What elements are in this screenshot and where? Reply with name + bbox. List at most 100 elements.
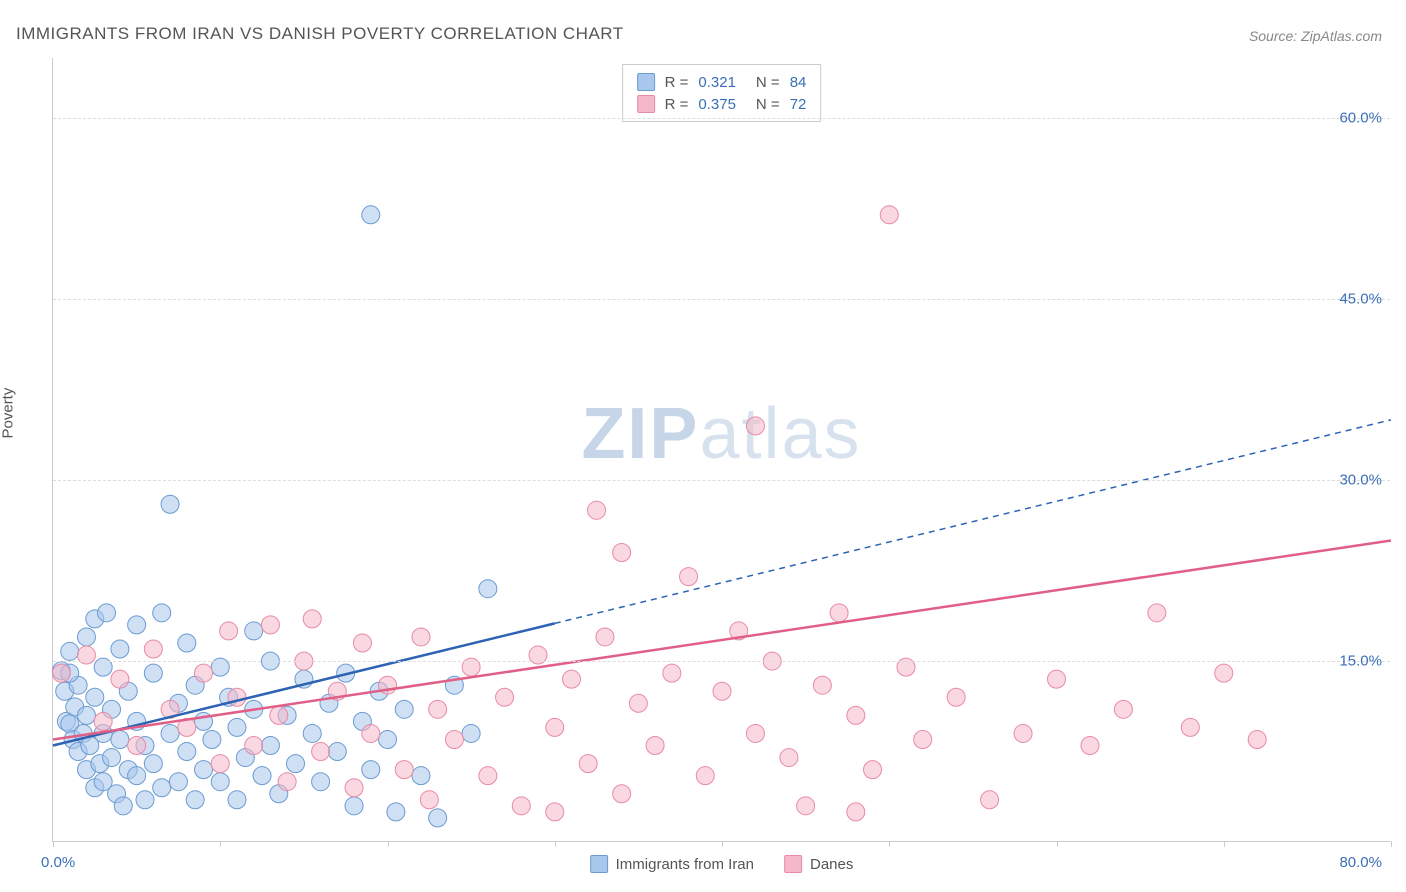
scatter-point [61,642,79,660]
n-value: 72 [790,96,807,113]
x-origin-label: 0.0% [41,854,75,871]
y-axis-label: Poverty [0,388,17,439]
scatter-point [186,791,204,809]
scatter-point [362,724,380,742]
legend-label: Immigrants from Iran [616,856,754,873]
scatter-point [169,773,187,791]
scatter-point [161,724,179,742]
correlation-legend-row: R =0.375N =72 [637,93,807,115]
scatter-point [345,779,363,797]
scatter-point [1048,670,1066,688]
scatter-point [345,797,363,815]
scatter-point [387,803,405,821]
grid-line [53,661,1390,662]
scatter-point [245,622,263,640]
scatter-point [462,724,480,742]
scatter-point [111,670,129,688]
scatter-point [245,737,263,755]
r-label: R = [665,96,689,113]
scatter-point [713,682,731,700]
x-tick [1224,841,1225,847]
scatter-point [178,743,196,761]
scatter-point [880,206,898,224]
scatter-point [1181,718,1199,736]
scatter-point [613,544,631,562]
scatter-point [479,580,497,598]
scatter-point [136,791,154,809]
scatter-point [312,773,330,791]
scatter-point [195,761,213,779]
scatter-point [228,718,246,736]
plot-area: ZIPatlas R =0.321N =84R =0.375N =72 0.0%… [52,58,1390,842]
scatter-point [98,604,116,622]
y-tick-label: 30.0% [1339,472,1382,489]
scatter-point [253,767,271,785]
r-value: 0.321 [698,74,736,91]
scatter-point [663,664,681,682]
scatter-point [128,737,146,755]
scatter-point [947,688,965,706]
trend-line-extrapolated [555,420,1391,624]
scatter-point [420,791,438,809]
scatter-point [303,610,321,628]
scatter-point [353,634,371,652]
scatter-point [261,616,279,634]
scatter-point [445,730,463,748]
scatter-point [914,730,932,748]
scatter-point [111,640,129,658]
scatter-point [1114,700,1132,718]
scatter-point [1215,664,1233,682]
scatter-point [596,628,614,646]
x-tick [889,841,890,847]
n-value: 84 [790,74,807,91]
scatter-point [362,206,380,224]
scatter-point [94,712,112,730]
scatter-point [1014,724,1032,742]
scatter-point [1148,604,1166,622]
scatter-point [103,749,121,767]
scatter-point [629,694,647,712]
r-label: R = [665,74,689,91]
n-label: N = [756,96,780,113]
scatter-point [203,730,221,748]
scatter-point [797,797,815,815]
scatter-point [579,755,597,773]
scatter-point [395,761,413,779]
scatter-point [696,767,714,785]
y-tick-label: 45.0% [1339,291,1382,308]
scatter-point [278,773,296,791]
y-tick-label: 60.0% [1339,110,1382,127]
scatter-point [588,501,606,519]
scatter-point [780,749,798,767]
scatter-point [228,791,246,809]
scatter-point [220,622,238,640]
scatter-point [496,688,514,706]
scatter-point [144,640,162,658]
scatter-point [228,688,246,706]
legend-label: Danes [810,856,853,873]
x-tick [555,841,556,847]
scatter-point [211,773,229,791]
scatter-point [111,730,129,748]
series-legend: Immigrants from Iran Danes [590,855,854,873]
scatter-point [77,628,95,646]
x-tick [722,841,723,847]
x-tick [53,841,54,847]
scatter-point [195,664,213,682]
source-attribution: Source: ZipAtlas.com [1249,28,1382,44]
grid-line [53,480,1390,481]
legend-swatch [637,73,655,91]
scatter-point [813,676,831,694]
scatter-point [830,604,848,622]
scatter-point [847,706,865,724]
x-max-label: 80.0% [1339,854,1382,871]
chart-container: IMMIGRANTS FROM IRAN VS DANISH POVERTY C… [0,0,1406,892]
scatter-point [479,767,497,785]
scatter-point [77,706,95,724]
scatter-point [546,803,564,821]
scatter-point [746,724,764,742]
scatter-point [144,755,162,773]
scatter-point [429,700,447,718]
scatter-point [161,495,179,513]
scatter-point [153,779,171,797]
